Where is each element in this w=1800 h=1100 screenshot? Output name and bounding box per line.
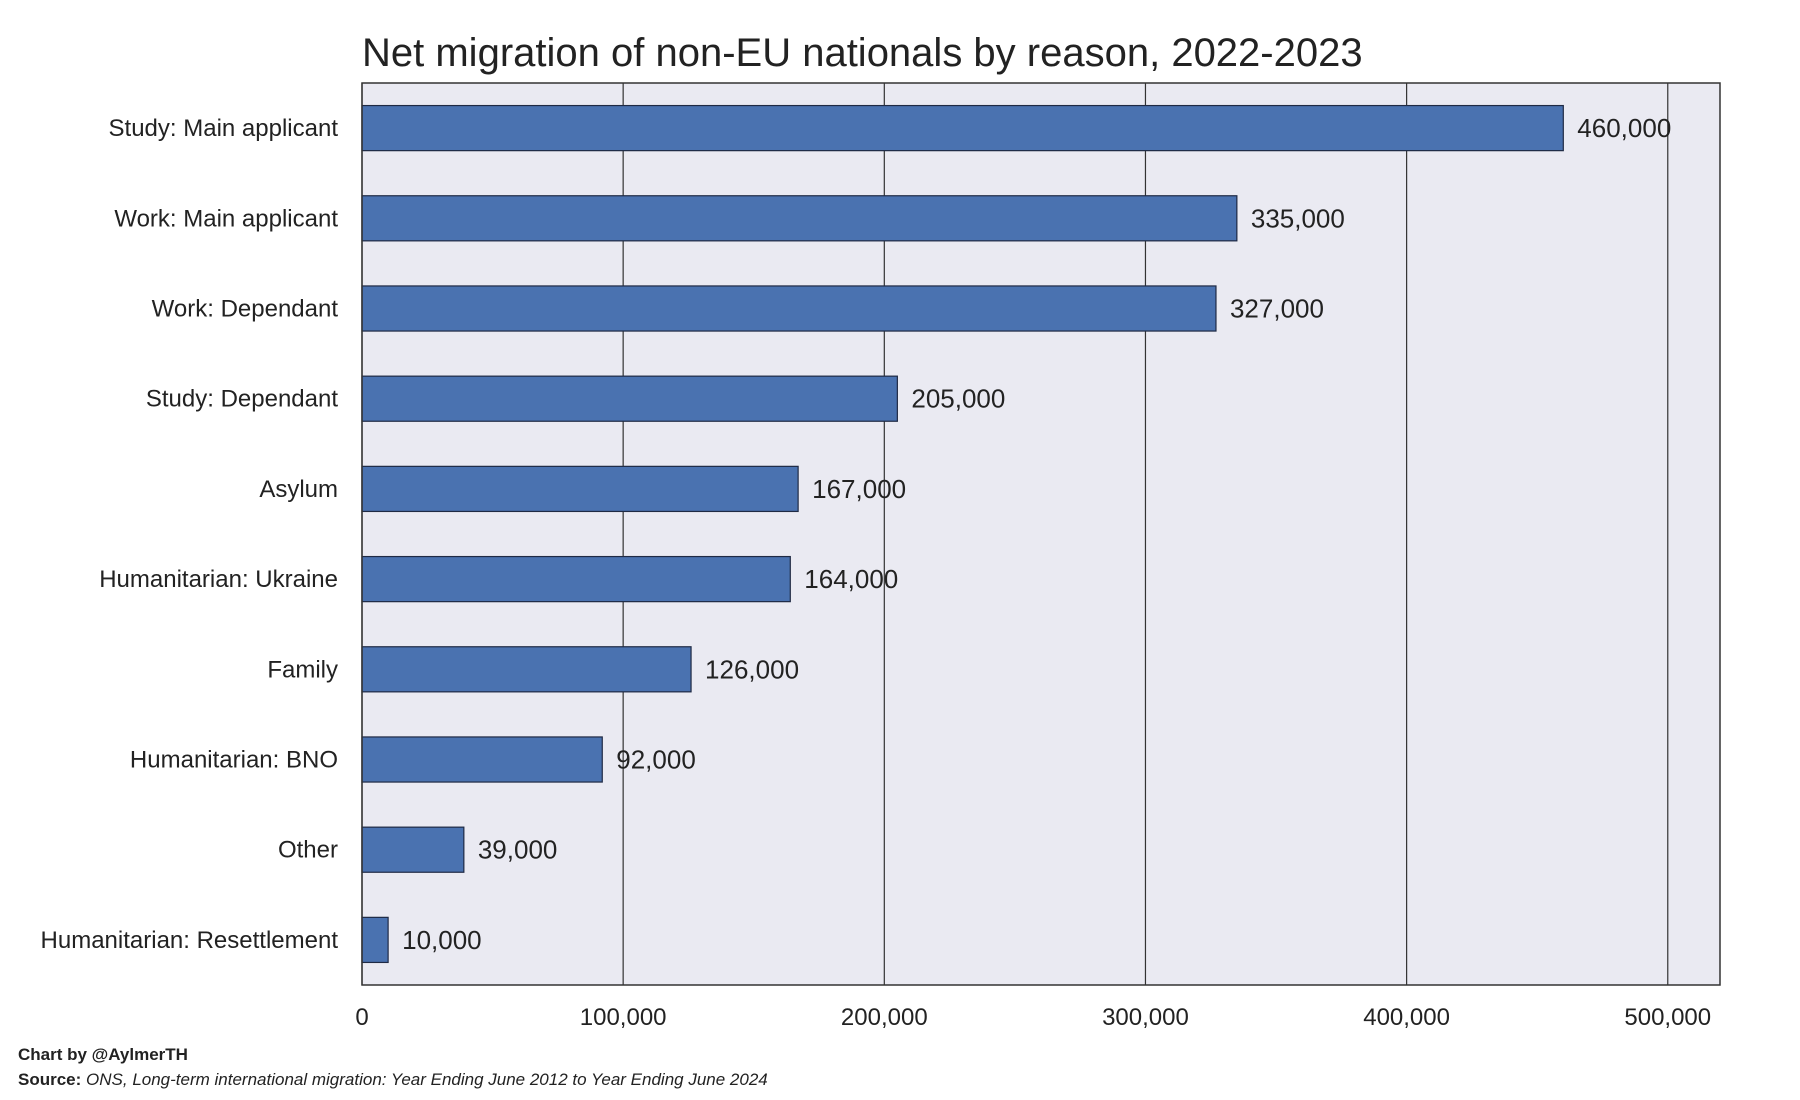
bar <box>361 916 389 964</box>
bar-value-label: 460,000 <box>1577 113 1671 143</box>
x-tick-label: 400,000 <box>1363 1004 1450 1031</box>
category-label: Work: Main applicant <box>114 205 338 232</box>
category-label: Asylum <box>259 476 338 503</box>
bar-value-label: 205,000 <box>911 384 1005 414</box>
bar <box>361 195 1238 242</box>
bar-value-label: 335,000 <box>1251 203 1345 233</box>
x-tick-label: 300,000 <box>1102 1004 1189 1031</box>
value-labels: 460,000 335,000 327,000 205,000 167,000 164,0… <box>402 113 1671 955</box>
category-label: Family <box>267 656 338 683</box>
category-label: Study: Main applicant <box>109 115 339 142</box>
chart-source: Source: ONS, Long-term international mig… <box>18 1070 768 1090</box>
category-label: Humanitarian: Resettlement <box>41 927 339 954</box>
bar <box>361 465 799 513</box>
bar-value-label: 126,000 <box>705 654 799 684</box>
x-tick-label: 100,000 <box>580 1004 667 1031</box>
bars <box>361 104 1564 964</box>
bar <box>361 826 465 873</box>
source-label: Source: <box>18 1070 82 1089</box>
plot-frame <box>361 82 1721 986</box>
category-label: Study: Dependant <box>146 386 338 413</box>
bar <box>361 646 692 693</box>
bar-value-label: 10,000 <box>402 925 482 955</box>
bar-value-label: 39,000 <box>478 835 558 865</box>
chart-title: Net migration of non-EU nationals by rea… <box>362 31 1363 75</box>
category-label: Other <box>278 837 338 864</box>
bar <box>361 736 603 783</box>
bar <box>361 375 898 422</box>
bar <box>361 555 791 603</box>
x-tick-label: 0 <box>355 1004 368 1031</box>
bar-value-label: 167,000 <box>812 474 906 504</box>
bar-value-label: 164,000 <box>804 564 898 594</box>
category-label: Humanitarian: Ukraine <box>99 566 338 593</box>
bar-value-label: 92,000 <box>616 745 696 775</box>
bar <box>361 285 1217 332</box>
source-text: ONS, Long-term international migration: … <box>86 1070 768 1089</box>
bar <box>361 104 1564 152</box>
bar-value-label: 327,000 <box>1230 294 1324 324</box>
x-tick-label: 200,000 <box>841 1004 928 1031</box>
category-label: Work: Dependant <box>152 296 339 323</box>
category-labels: Study: Main applicant Work: Main applican… <box>41 115 339 954</box>
x-tick-labels: 0 100,000 200,000 300,000 400,000 500,000 <box>355 1004 1711 1031</box>
x-tick-label: 500,000 <box>1624 1004 1711 1031</box>
category-label: Humanitarian: BNO <box>130 747 338 774</box>
chart-credit: Chart by @AylmerTH <box>18 1045 188 1064</box>
